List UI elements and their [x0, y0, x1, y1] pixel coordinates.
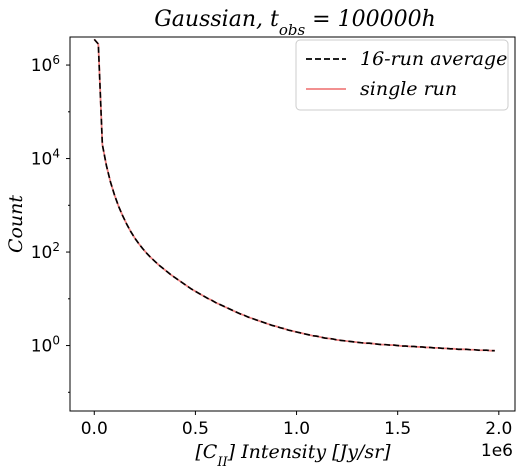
plot-frame [69, 36, 516, 412]
chart-title-suffix: = 100000h [305, 7, 436, 32]
series-layer [93, 38, 495, 352]
x-axis-label-subscript: II [216, 455, 228, 470]
series-line-16-run-average [93, 38, 495, 352]
x-axis-label-prefix: [C [195, 441, 217, 463]
y-axis-label: Count [5, 195, 27, 253]
x-tick-label: 0.5 [182, 419, 209, 439]
legend-frame [295, 39, 509, 111]
legend: 16-run average single run [295, 39, 509, 111]
legend-label-single-run: single run [360, 78, 457, 100]
y-tick-label: 106 [31, 53, 60, 76]
y-tick-label: 102 [31, 240, 60, 263]
chart-title: Gaussian, tobs = 100000h [154, 7, 436, 39]
x-tick-label: 1.0 [283, 419, 310, 439]
y-axis-ticks: 100 102 104 106 [31, 53, 70, 393]
x-axis-label-suffix: ] Intensity [Jy/sr] [227, 441, 392, 463]
plot-area [69, 36, 516, 412]
y-tick-label: 104 [31, 147, 60, 170]
legend-label-average: 16-run average [360, 48, 507, 70]
x-axis-ticks: 0.0 0.5 1.0 1.5 2.0 [81, 411, 512, 439]
x-tick-label: 2.0 [485, 419, 512, 439]
x-axis-label: [CII] Intensity [Jy/sr] [195, 441, 391, 470]
chart-title-subscript: obs [279, 21, 306, 39]
x-tick-label: 0.0 [81, 419, 108, 439]
chart-title-prefix: Gaussian, t [154, 7, 279, 32]
x-tick-label: 1.5 [384, 419, 411, 439]
x-axis-offset-label: 1e6 [481, 441, 513, 461]
y-tick-label: 100 [31, 334, 60, 357]
